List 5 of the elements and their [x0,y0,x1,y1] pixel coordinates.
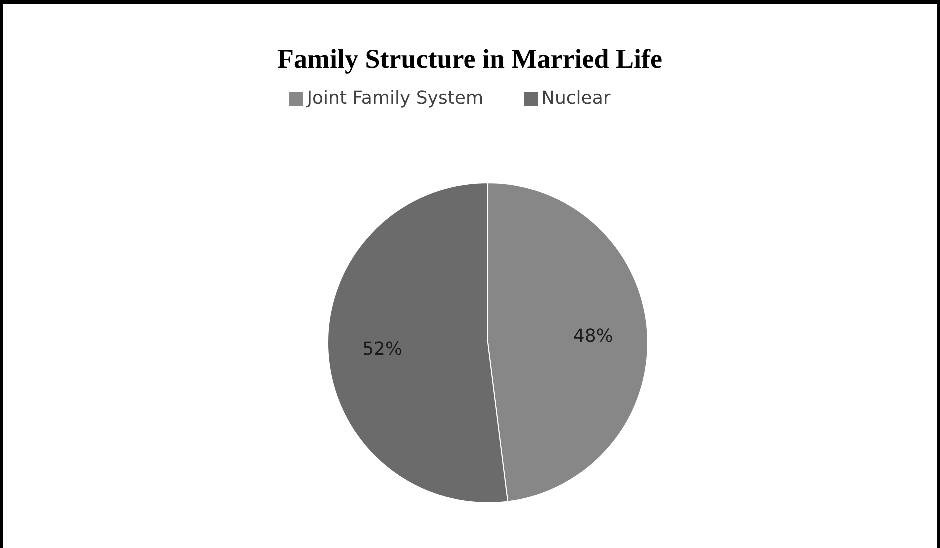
data-label: 48% [573,326,614,347]
data-label: 52% [362,339,403,360]
chart-title: Family Structure in Married Life [276,44,664,75]
legend-label: Joint Family System [307,88,484,109]
legend-label: Nuclear [542,88,611,109]
